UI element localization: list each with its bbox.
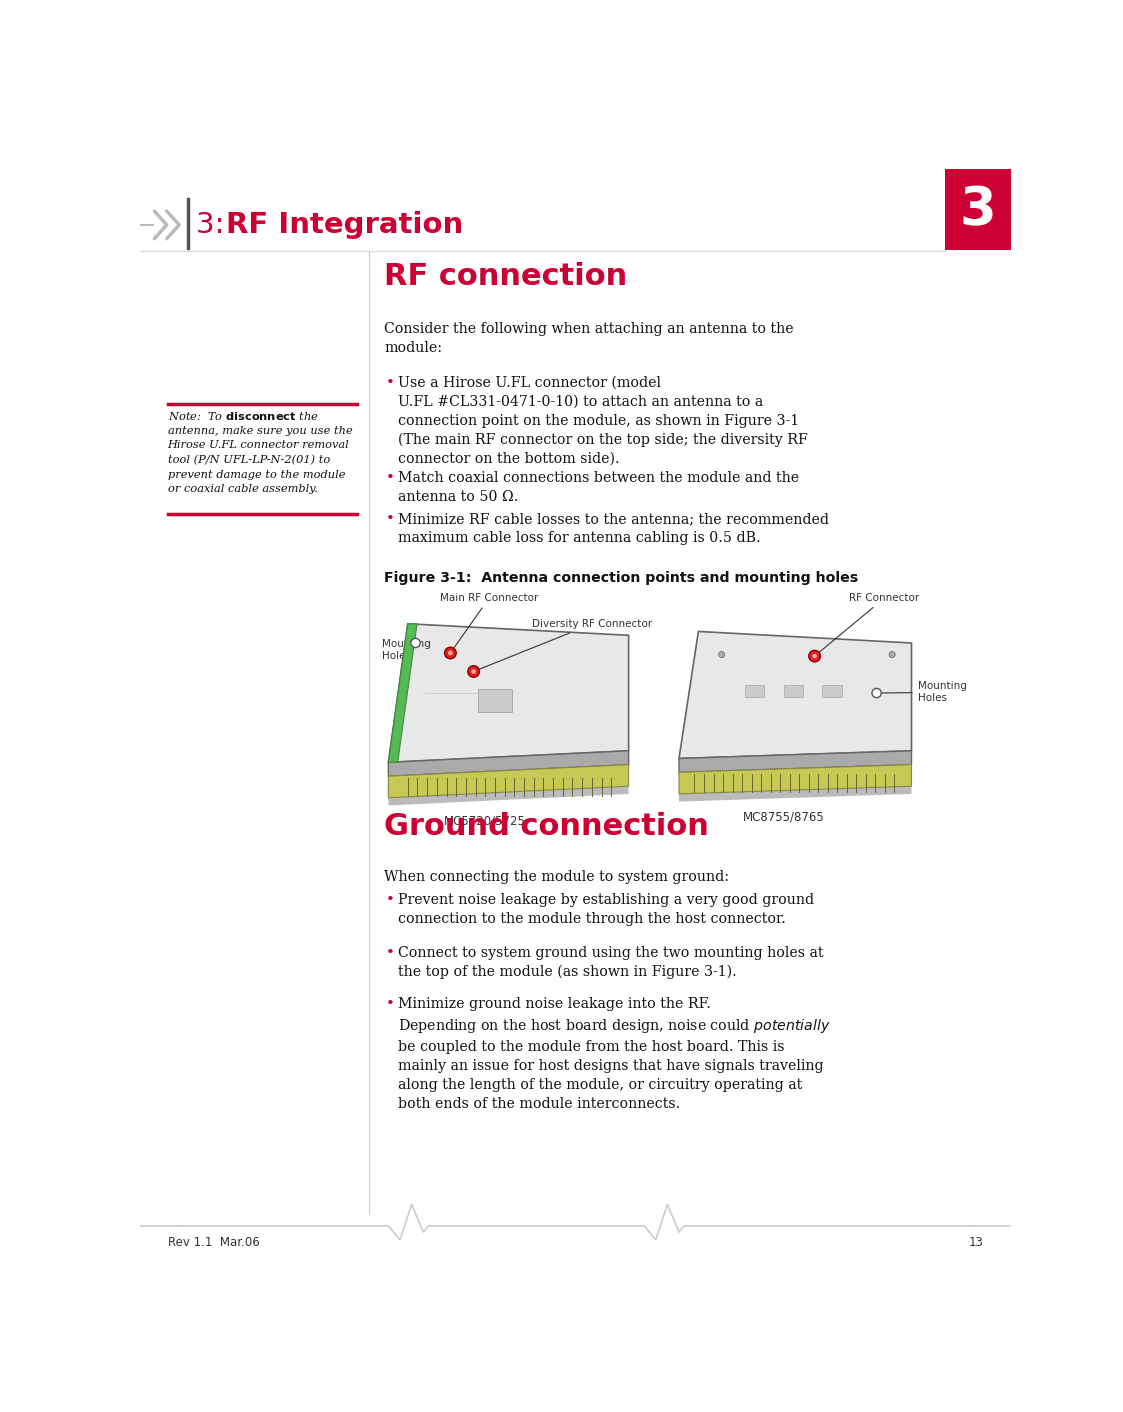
Circle shape xyxy=(445,647,456,659)
Circle shape xyxy=(411,638,420,648)
Text: •: • xyxy=(386,376,395,390)
Polygon shape xyxy=(389,751,629,777)
Polygon shape xyxy=(389,765,629,798)
Text: RF Connector: RF Connector xyxy=(816,593,920,654)
Circle shape xyxy=(812,654,816,658)
Text: Minimize RF cable losses to the antenna; the recommended
maximum cable loss for : Minimize RF cable losses to the antenna;… xyxy=(399,513,830,545)
Text: Prevent noise leakage by establishing a very good ground
connection to the modul: Prevent noise leakage by establishing a … xyxy=(399,894,814,926)
Circle shape xyxy=(871,689,882,698)
Bar xyxy=(822,685,842,698)
Bar xyxy=(944,169,1011,250)
Text: Ground connection: Ground connection xyxy=(384,812,710,842)
Text: Diversity RF Connector: Diversity RF Connector xyxy=(476,618,651,671)
Bar xyxy=(745,685,765,698)
Text: Use a Hirose U.FL connector (model
U.FL #CL331-0471-0-10) to attach an antenna t: Use a Hirose U.FL connector (model U.FL … xyxy=(399,376,809,466)
Text: •: • xyxy=(386,472,395,486)
Circle shape xyxy=(468,665,480,678)
Circle shape xyxy=(889,651,895,658)
Text: 13: 13 xyxy=(969,1236,984,1248)
Polygon shape xyxy=(679,751,912,772)
Polygon shape xyxy=(679,786,912,802)
Text: 3:: 3: xyxy=(197,210,234,239)
Polygon shape xyxy=(679,631,912,758)
Text: MC5720/5725: MC5720/5725 xyxy=(444,815,526,827)
Text: Consider the following when attaching an antenna to the
module:: Consider the following when attaching an… xyxy=(384,322,794,354)
Text: •: • xyxy=(386,997,395,1011)
Text: Minimize ground noise leakage into the RF.
Depending on the host board design, n: Minimize ground noise leakage into the R… xyxy=(399,997,831,1111)
Circle shape xyxy=(472,669,476,674)
Text: •: • xyxy=(386,946,395,960)
Text: Mounting
Holes: Mounting Holes xyxy=(382,640,431,661)
Text: MC8755/8765: MC8755/8765 xyxy=(742,810,824,823)
Polygon shape xyxy=(389,786,629,805)
Text: Rev 1.1  Mar.06: Rev 1.1 Mar.06 xyxy=(167,1236,259,1248)
Text: When connecting the module to system ground:: When connecting the module to system gro… xyxy=(384,870,730,884)
Text: Figure 3-1:  Antenna connection points and mounting holes: Figure 3-1: Antenna connection points an… xyxy=(384,572,859,586)
Text: RF Integration: RF Integration xyxy=(226,210,463,239)
Text: Connect to system ground using the two mounting holes at
the top of the module (: Connect to system ground using the two m… xyxy=(399,946,824,979)
Polygon shape xyxy=(679,765,912,794)
Bar xyxy=(784,685,803,698)
Polygon shape xyxy=(389,624,629,762)
Circle shape xyxy=(719,651,724,658)
Text: Main RF Connector: Main RF Connector xyxy=(440,593,538,651)
Text: Match coaxial connections between the module and the
antenna to 50 Ω.: Match coaxial connections between the mo… xyxy=(399,472,800,504)
Text: RF connection: RF connection xyxy=(384,261,628,291)
Circle shape xyxy=(809,651,821,662)
Polygon shape xyxy=(389,624,417,762)
Text: Mounting
Holes: Mounting Holes xyxy=(879,682,967,703)
Circle shape xyxy=(448,651,453,655)
Bar xyxy=(477,689,512,712)
Text: •: • xyxy=(386,894,395,908)
Text: •: • xyxy=(386,513,395,527)
Text: 3: 3 xyxy=(959,184,996,236)
Text: Note:  To $\bf{disconnect}$ the
antenna, make sure you use the
Hirose U.FL conne: Note: To $\bf{disconnect}$ the antenna, … xyxy=(167,409,353,494)
